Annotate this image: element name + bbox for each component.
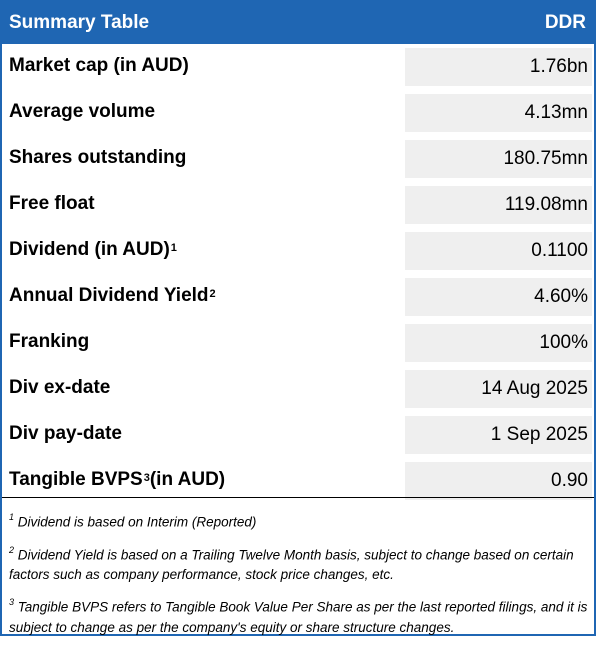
row-label: Shares outstanding bbox=[9, 147, 187, 168]
table-row: Shares outstanding 180.75mn bbox=[2, 138, 594, 184]
row-label: Dividend (in AUD) 1 bbox=[9, 239, 177, 260]
row-value: 1 Sep 2025 bbox=[405, 416, 592, 454]
row-label: Free float bbox=[9, 193, 95, 214]
footnote-marker: 2 bbox=[209, 288, 216, 300]
footnote-marker: 1 bbox=[9, 512, 15, 522]
row-label: Tangible BVPS 3 (in AUD) bbox=[9, 469, 226, 490]
row-value: 180.75mn bbox=[405, 140, 592, 178]
row-value: 4.13mn bbox=[405, 94, 592, 132]
footnote-marker: 3 bbox=[9, 597, 15, 607]
row-label: Div pay-date bbox=[9, 423, 122, 444]
table-row: Div pay-date 1 Sep 2025 bbox=[2, 414, 594, 460]
row-value: 1.76bn bbox=[405, 48, 592, 86]
footnote-marker: 2 bbox=[9, 544, 15, 555]
footnote: 2 Dividend Yield is based on a Trailing … bbox=[9, 544, 574, 583]
row-value: 0.1100 bbox=[405, 232, 592, 270]
table-row: Market cap (in AUD) 1.76bn bbox=[2, 46, 594, 92]
table-row: Free float 119.08mn bbox=[2, 184, 594, 230]
footnote: 3 Tangible BVPS refers to Tangible Book … bbox=[9, 597, 588, 635]
divider bbox=[2, 497, 594, 498]
row-label: Market cap (in AUD) bbox=[9, 55, 189, 76]
row-label: Annual Dividend Yield 2 bbox=[9, 285, 216, 306]
row-value: 4.60% bbox=[405, 278, 592, 316]
table-header: Summary Table DDR bbox=[2, 2, 594, 44]
row-label: Average volume bbox=[9, 101, 156, 122]
footnote-marker: 1 bbox=[170, 242, 177, 254]
row-value: 119.08mn bbox=[405, 186, 592, 224]
footnote: 1 Dividend is based on Interim (Reported… bbox=[9, 512, 257, 530]
table-row: Franking 100% bbox=[2, 322, 594, 368]
table-title: Summary Table bbox=[9, 12, 150, 33]
row-label: Franking bbox=[9, 331, 90, 352]
row-label: Div ex-date bbox=[9, 377, 111, 398]
table-row: Tangible BVPS 3 (in AUD) 0.90 bbox=[2, 460, 594, 506]
table-row: Dividend (in AUD) 1 0.1100 bbox=[2, 230, 594, 276]
table-row: Average volume 4.13mn bbox=[2, 92, 594, 138]
row-value: 100% bbox=[405, 324, 592, 362]
footnote-marker: 3 bbox=[143, 472, 150, 484]
table-row: Div ex-date 14 Aug 2025 bbox=[2, 368, 594, 414]
table-row: Annual Dividend Yield 2 4.60% bbox=[2, 276, 594, 322]
table-body: Market cap (in AUD) 1.76bn Average volum… bbox=[2, 46, 594, 506]
row-value: 0.90 bbox=[405, 462, 592, 500]
footnotes: 1 Dividend is based on Interim (Reported… bbox=[9, 508, 591, 646]
row-value: 14 Aug 2025 bbox=[405, 370, 592, 408]
ticker-symbol: DDR bbox=[544, 12, 586, 33]
